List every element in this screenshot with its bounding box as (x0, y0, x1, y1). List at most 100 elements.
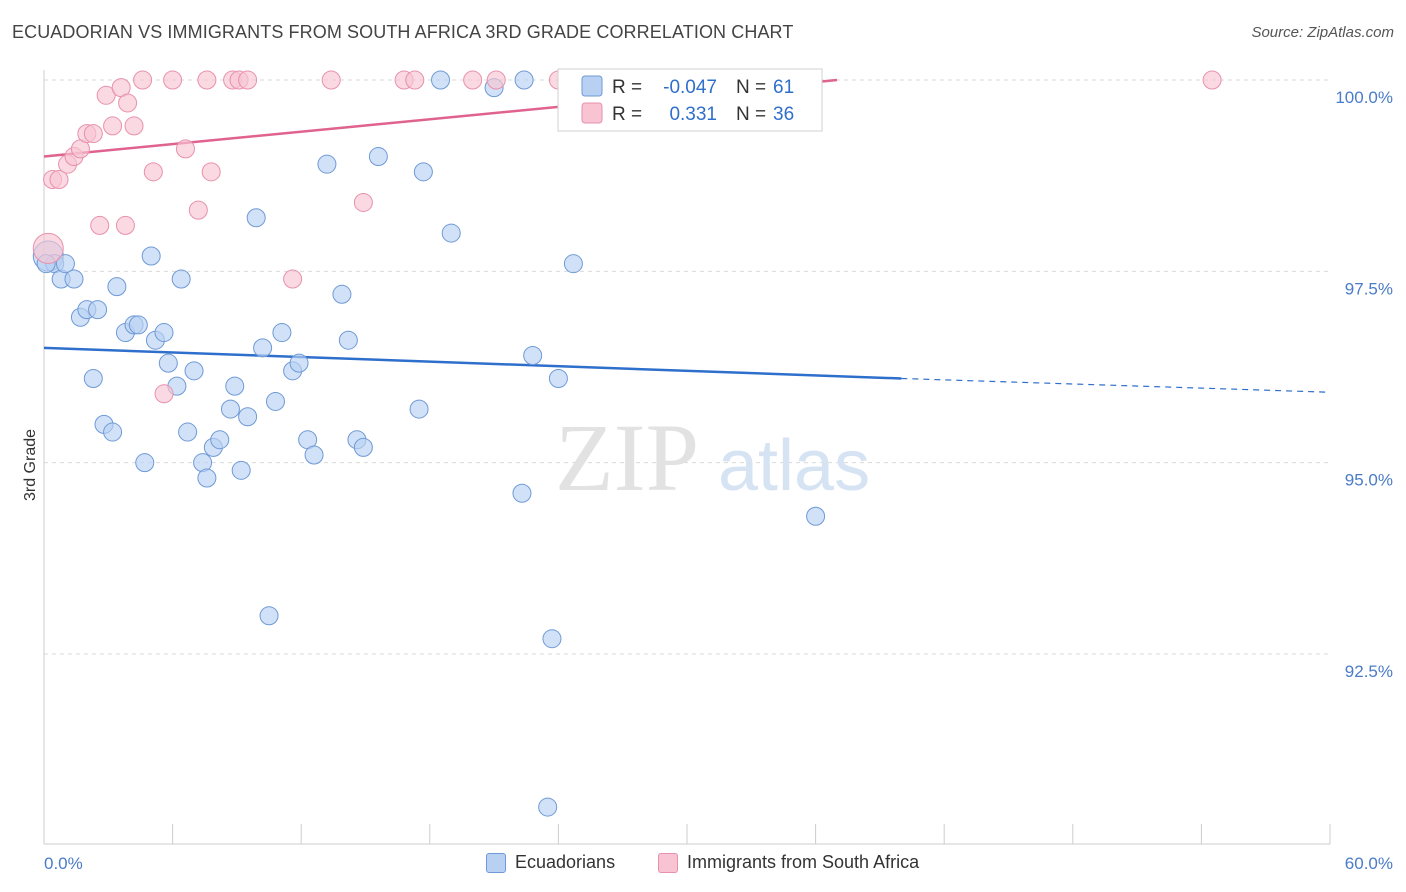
point-0-34 (259, 606, 279, 626)
point-0-32 (246, 208, 266, 228)
point-0-41 (317, 154, 337, 174)
point-0-58 (563, 254, 583, 274)
point-1-32 (486, 70, 506, 90)
watermark-atlas: atlas (718, 426, 870, 506)
point-0-28 (220, 399, 240, 419)
point-1-26 (283, 269, 303, 289)
point-0-40 (304, 445, 324, 465)
point-0-45 (353, 437, 373, 457)
point-1-9 (96, 85, 116, 105)
trend-line-0 (43, 346, 902, 380)
point-0-23 (184, 361, 204, 381)
point-0-15 (135, 453, 155, 473)
y-axis-label: 3rd Grade (22, 429, 39, 501)
legend-r-label-0: R = (612, 77, 642, 98)
point-0-43 (338, 330, 358, 350)
point-0-54 (523, 346, 543, 366)
point-0-55 (538, 797, 558, 817)
point-1-31 (463, 70, 483, 90)
point-1-2 (49, 169, 69, 189)
point-0-30 (231, 460, 251, 480)
point-1-28 (353, 192, 373, 212)
bottom-legend-label-south-africa: Immigrants from South Africa (687, 852, 920, 872)
point-1-8 (90, 215, 110, 235)
point-0-53 (514, 70, 534, 90)
point-0-19 (158, 353, 178, 373)
point-1-30 (405, 70, 425, 90)
watermark: ZIP atlas (555, 404, 870, 511)
point-1-16 (143, 162, 163, 182)
gridlines (44, 79, 1330, 655)
point-0-50 (431, 70, 451, 90)
point-1-7 (83, 124, 103, 144)
legend-n-label-1: N = (736, 104, 766, 125)
point-0-52 (512, 483, 532, 503)
legend-n-value-0: 61 (773, 77, 794, 98)
point-0-57 (548, 368, 568, 388)
axes (43, 70, 1331, 845)
point-0-29 (225, 376, 245, 396)
y-tick-label-3: 92.5% (1345, 662, 1393, 681)
point-1-18 (163, 70, 183, 90)
chart-title: ECUADORIAN VS IMMIGRANTS FROM SOUTH AFRI… (12, 22, 794, 42)
bottom-legend: Ecuadorians Immigrants from South Africa (0, 852, 1406, 878)
legend-r-value-0: -0.047 (663, 77, 717, 98)
point-1-0 (32, 232, 64, 264)
x-tick-label-1: 60.0% (1345, 854, 1393, 873)
point-1-27 (321, 70, 341, 90)
point-0-48 (409, 399, 429, 419)
point-1-25 (238, 70, 258, 90)
point-0-14 (128, 315, 148, 335)
point-1-13 (118, 93, 138, 113)
point-0-7 (88, 300, 108, 320)
legend-r-value-1: 0.331 (669, 104, 717, 125)
bottom-legend-item-south-africa: Immigrants from South Africa (658, 852, 919, 873)
bottom-legend-swatch-pink (658, 852, 678, 873)
point-0-42 (332, 284, 352, 304)
point-1-17 (154, 384, 174, 404)
point-0-47 (413, 162, 433, 182)
point-1-12 (115, 215, 135, 235)
bottom-legend-swatch-blue (486, 852, 506, 873)
point-0-38 (289, 353, 309, 373)
point-0-33 (253, 338, 273, 358)
point-0-27 (210, 430, 230, 450)
point-0-46 (368, 147, 388, 167)
point-1-21 (197, 70, 217, 90)
point-1-35 (1202, 70, 1222, 90)
point-0-59 (806, 506, 826, 526)
point-0-31 (238, 407, 258, 427)
point-0-4 (64, 269, 84, 289)
point-0-49 (441, 223, 461, 243)
x-tick-label-0: 0.0% (44, 854, 83, 873)
point-1-20 (188, 200, 208, 220)
point-0-21 (171, 269, 191, 289)
bottom-legend-label-ecuadorians: Ecuadorians (515, 852, 616, 872)
series-ecuadorians (32, 70, 826, 817)
trend-line-dashed-0 (901, 377, 1331, 393)
point-0-36 (272, 323, 292, 343)
point-0-10 (103, 422, 123, 442)
bottom-legend-item-ecuadorians: Ecuadorians (486, 852, 615, 873)
watermark-zip: ZIP (555, 404, 699, 511)
point-1-14 (124, 116, 144, 136)
legend-swatch-blue (581, 75, 603, 97)
point-0-56 (542, 629, 562, 649)
point-0-35 (265, 391, 285, 411)
source-label: Source: ZipAtlas.com (1251, 24, 1394, 41)
legend: R = -0.047 N = 61 R = 0.331 N = 36 (557, 68, 823, 132)
point-1-22 (201, 162, 221, 182)
y-tick-labels: 100.0% 97.5% 95.0% 92.5% (1335, 88, 1393, 681)
y-tick-label-0: 100.0% (1335, 88, 1393, 107)
point-0-8 (83, 368, 103, 388)
point-1-15 (133, 70, 153, 90)
point-0-16 (141, 246, 161, 266)
point-0-3 (55, 254, 75, 274)
point-0-18 (154, 323, 174, 343)
point-0-22 (178, 422, 198, 442)
x-tick-labels: 0.0% 60.0% (44, 854, 1393, 873)
point-1-10 (103, 116, 123, 136)
y-tick-label-2: 95.0% (1345, 471, 1393, 490)
legend-swatch-pink (581, 102, 603, 124)
